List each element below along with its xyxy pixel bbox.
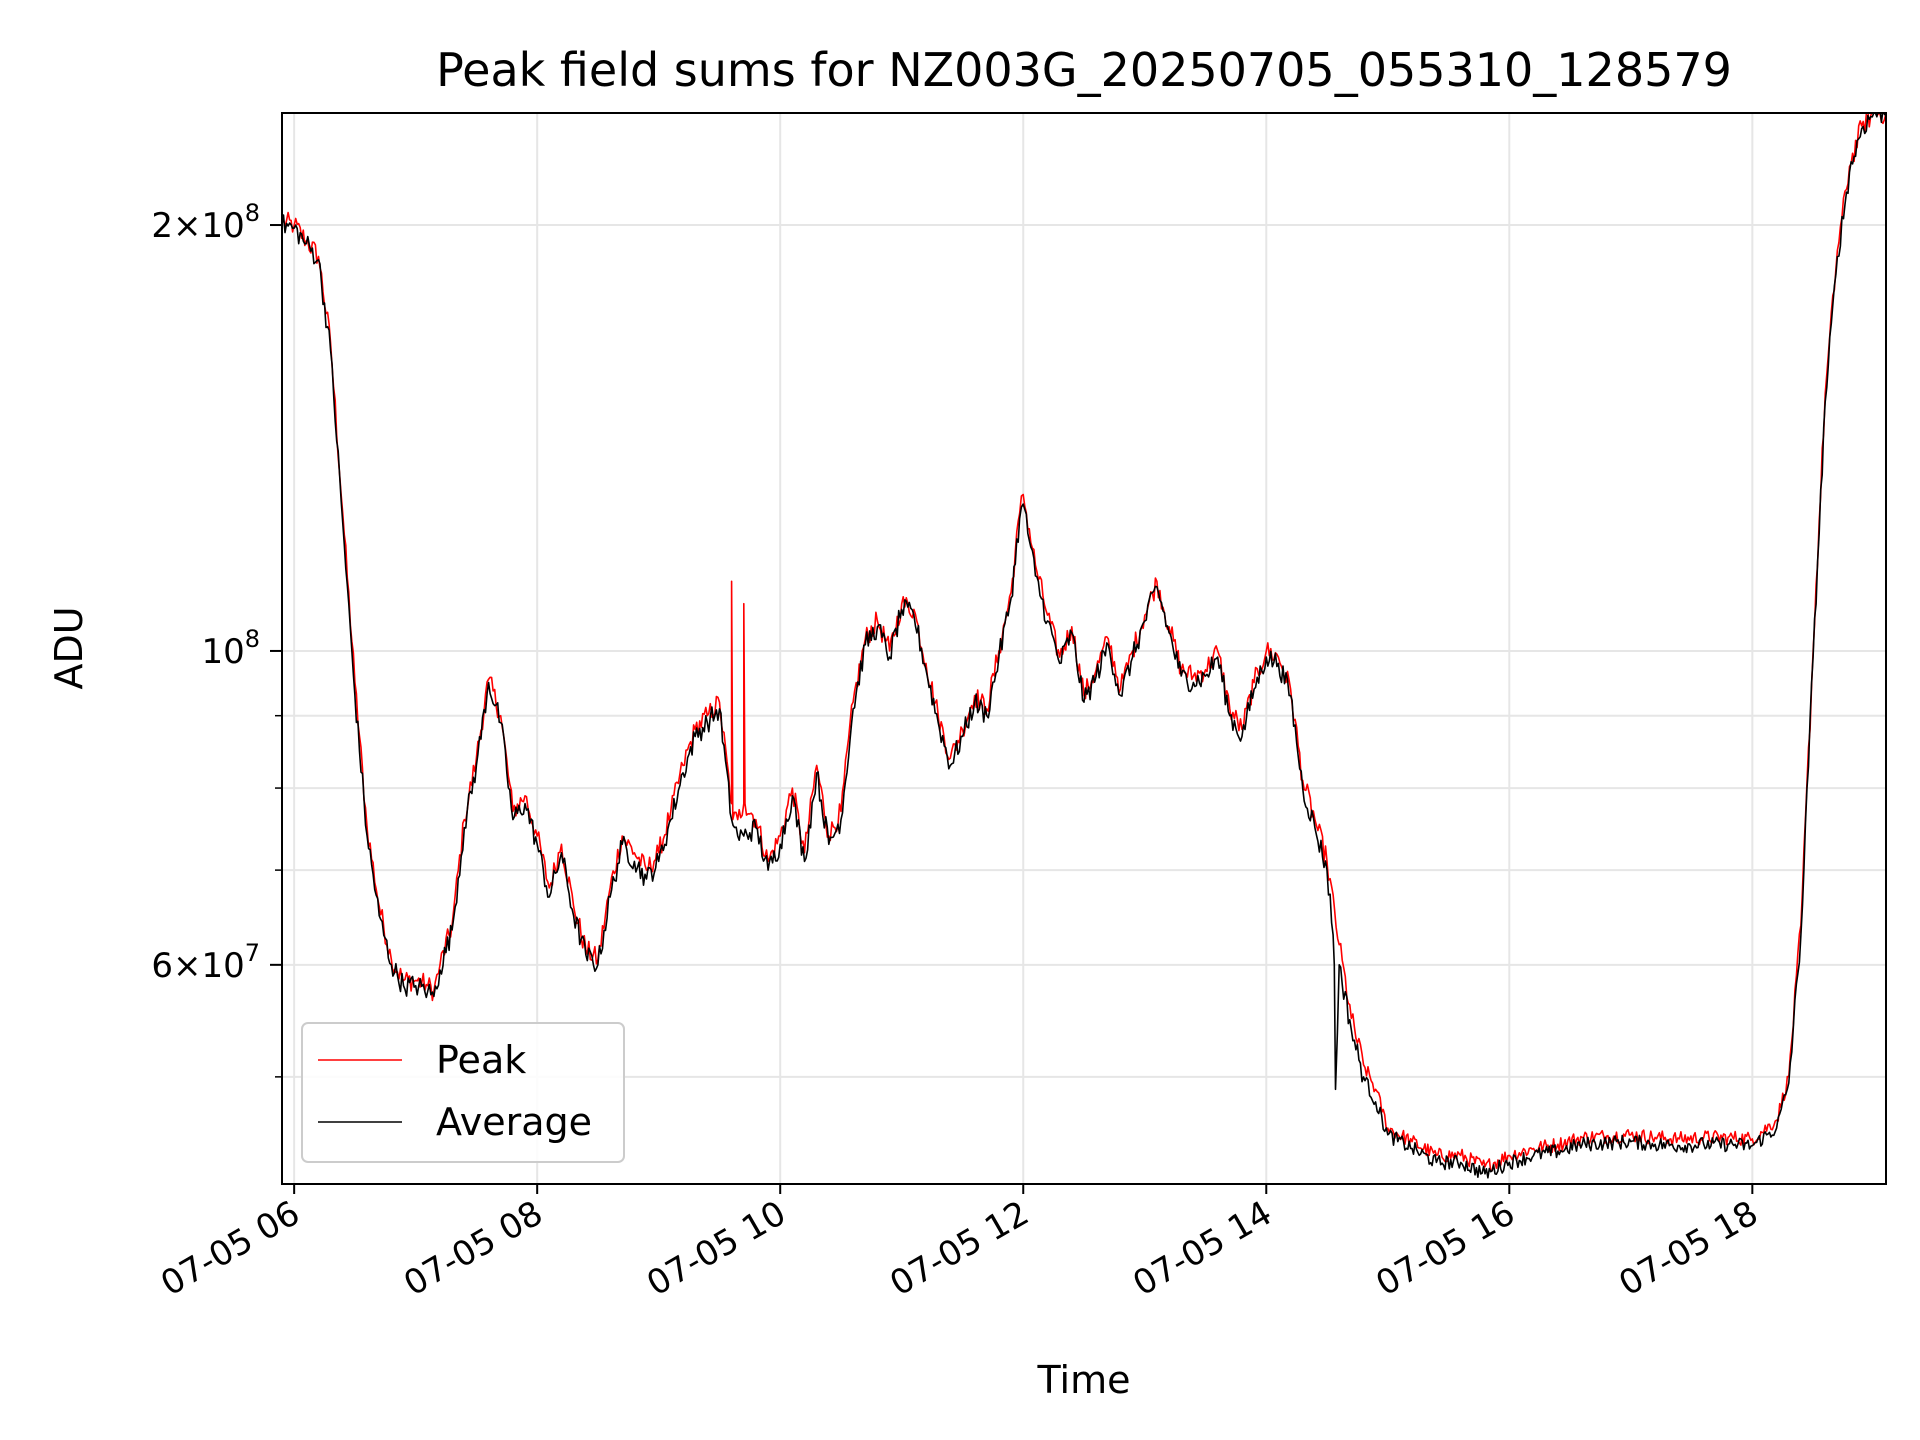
- x-axis-label: Time: [1037, 1358, 1131, 1402]
- y-tick-label: 108: [201, 625, 260, 672]
- y-tick-label: 6×107: [151, 939, 260, 986]
- grid: [282, 113, 1886, 1184]
- series-group: [282, 113, 1886, 1179]
- legend-average-label: Average: [436, 1100, 592, 1144]
- y-tick-label: 2×108: [151, 199, 260, 246]
- series-line-average: [282, 113, 1886, 1179]
- chart-title: Peak field sums for NZ003G_20250705_0553…: [436, 43, 1732, 97]
- legend-box: [301, 1022, 625, 1163]
- series-line-peak: [282, 113, 1886, 1172]
- legend-peak-label: Peak: [436, 1038, 526, 1082]
- y-axis-label: ADU: [47, 606, 91, 689]
- plot-frame: [281, 112, 1887, 1185]
- legend: Peak Average: [301, 1022, 625, 1163]
